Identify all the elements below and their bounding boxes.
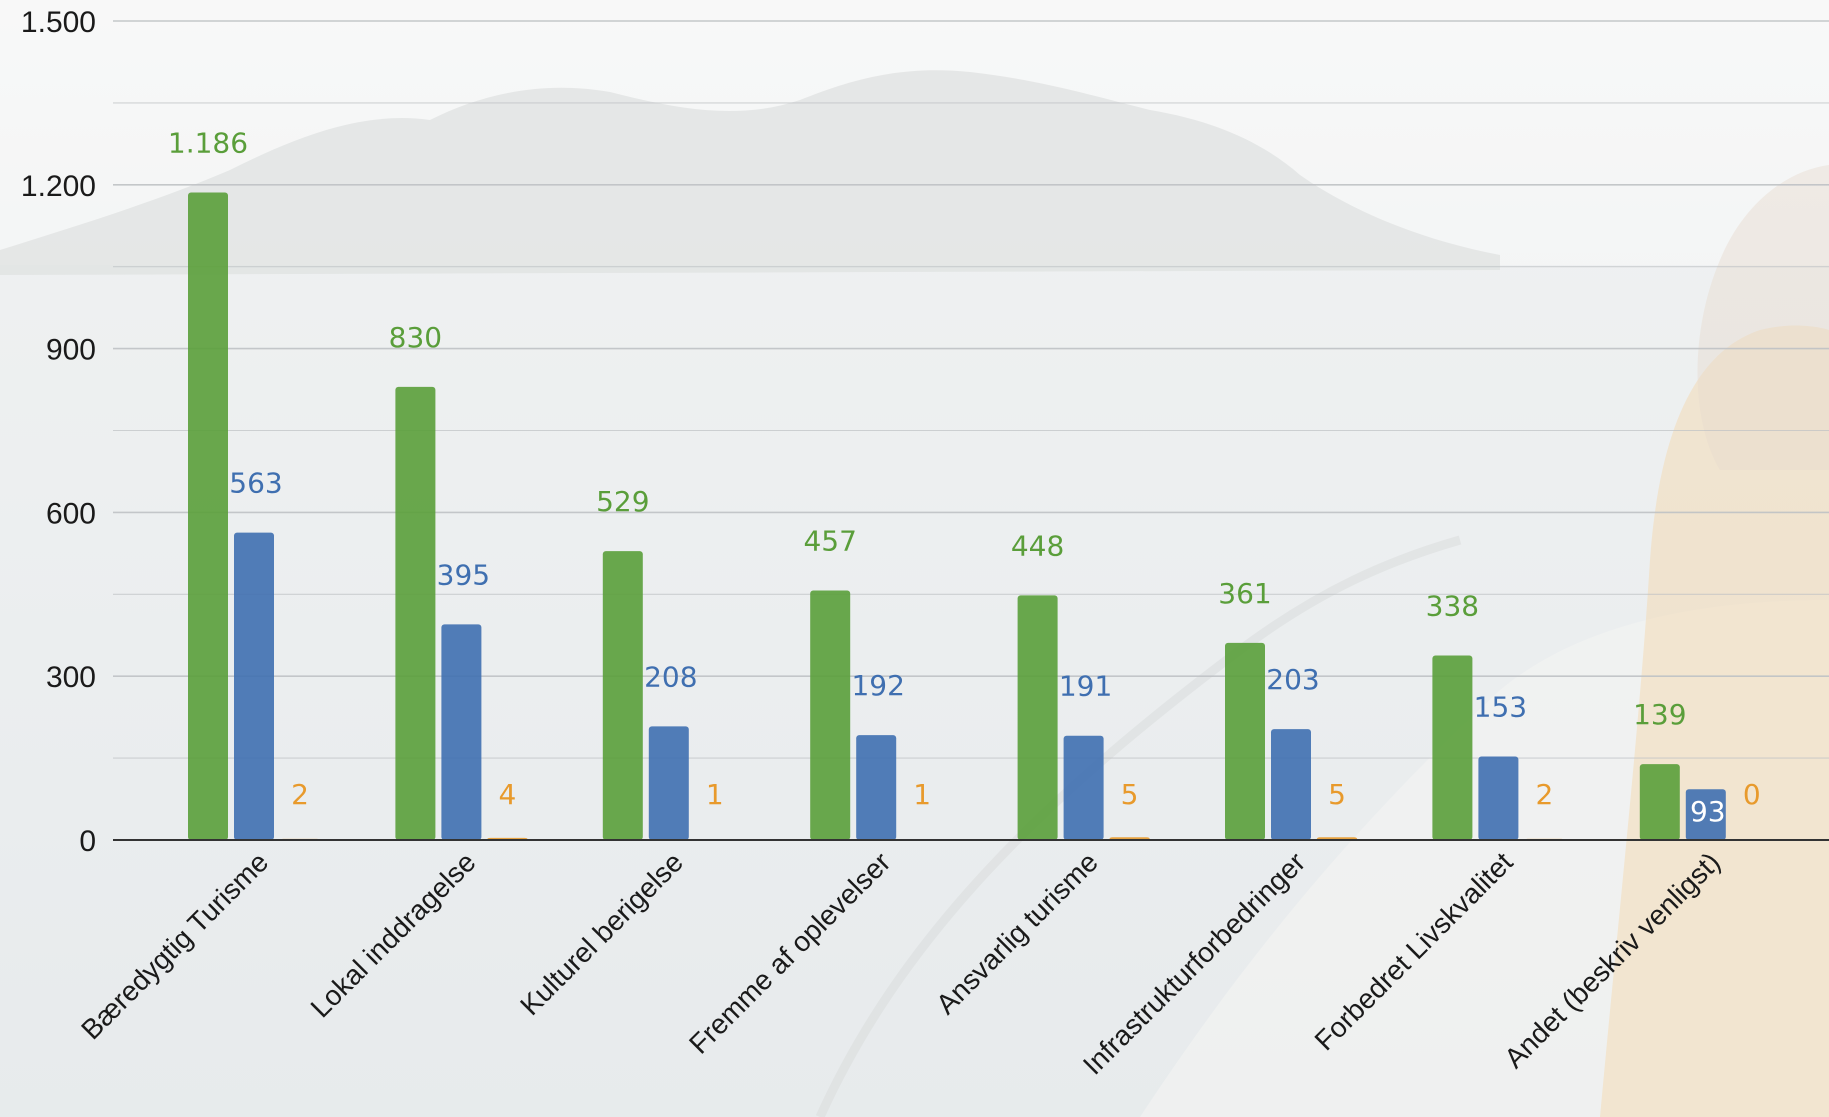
y-tick-label: 1.200 [21, 170, 96, 203]
data-label: 529 [596, 485, 649, 518]
data-label: 2 [1535, 778, 1553, 811]
bar [395, 386, 436, 840]
bar [1017, 595, 1058, 840]
data-label: 191 [1059, 670, 1112, 703]
y-tick-label: 300 [46, 661, 96, 694]
y-tick-label: 600 [46, 497, 96, 530]
data-label: 5 [1328, 778, 1346, 811]
bar [856, 735, 897, 840]
data-label: 830 [389, 321, 442, 354]
data-label: 448 [1011, 529, 1064, 562]
bar [1432, 655, 1473, 840]
data-label: 1 [706, 778, 724, 811]
data-label: 457 [803, 524, 856, 557]
bar [441, 624, 482, 840]
data-label: 1.186 [168, 126, 248, 159]
data-label: 563 [229, 467, 282, 500]
data-label: 2 [291, 778, 309, 811]
data-label: 5 [1121, 778, 1139, 811]
data-label: 361 [1218, 577, 1271, 610]
bar [1271, 729, 1311, 840]
data-label: 139 [1633, 698, 1686, 731]
data-label: 1 [913, 778, 931, 811]
data-label: 395 [437, 558, 490, 591]
y-tick-label: 900 [46, 334, 96, 367]
bar [1225, 642, 1265, 840]
bars [188, 192, 1726, 841]
data-label: 93 [1690, 795, 1726, 828]
y-tick-label: 1.500 [21, 6, 96, 39]
data-label: 208 [644, 660, 697, 693]
bar [1063, 735, 1104, 840]
bar [648, 726, 689, 840]
data-label: 0 [1743, 778, 1761, 811]
data-label: 192 [851, 669, 904, 702]
y-axis-ticks: 0 300 600 900 1.200 1.500 [21, 6, 96, 858]
data-labels: 1.186 563 2 830 395 4 529 208 1 457 192 1 448 191 5 361… [168, 126, 1761, 828]
bar [188, 192, 228, 841]
bar [1685, 789, 1726, 840]
bar [1639, 764, 1680, 840]
data-label: 4 [498, 778, 516, 811]
bar [602, 551, 643, 840]
data-label: 203 [1266, 663, 1319, 696]
y-tick-label: 0 [79, 825, 96, 858]
bar [810, 590, 851, 840]
bar [1478, 756, 1519, 840]
data-label: 338 [1426, 589, 1479, 622]
bar [234, 532, 274, 840]
data-label: 153 [1474, 690, 1527, 723]
